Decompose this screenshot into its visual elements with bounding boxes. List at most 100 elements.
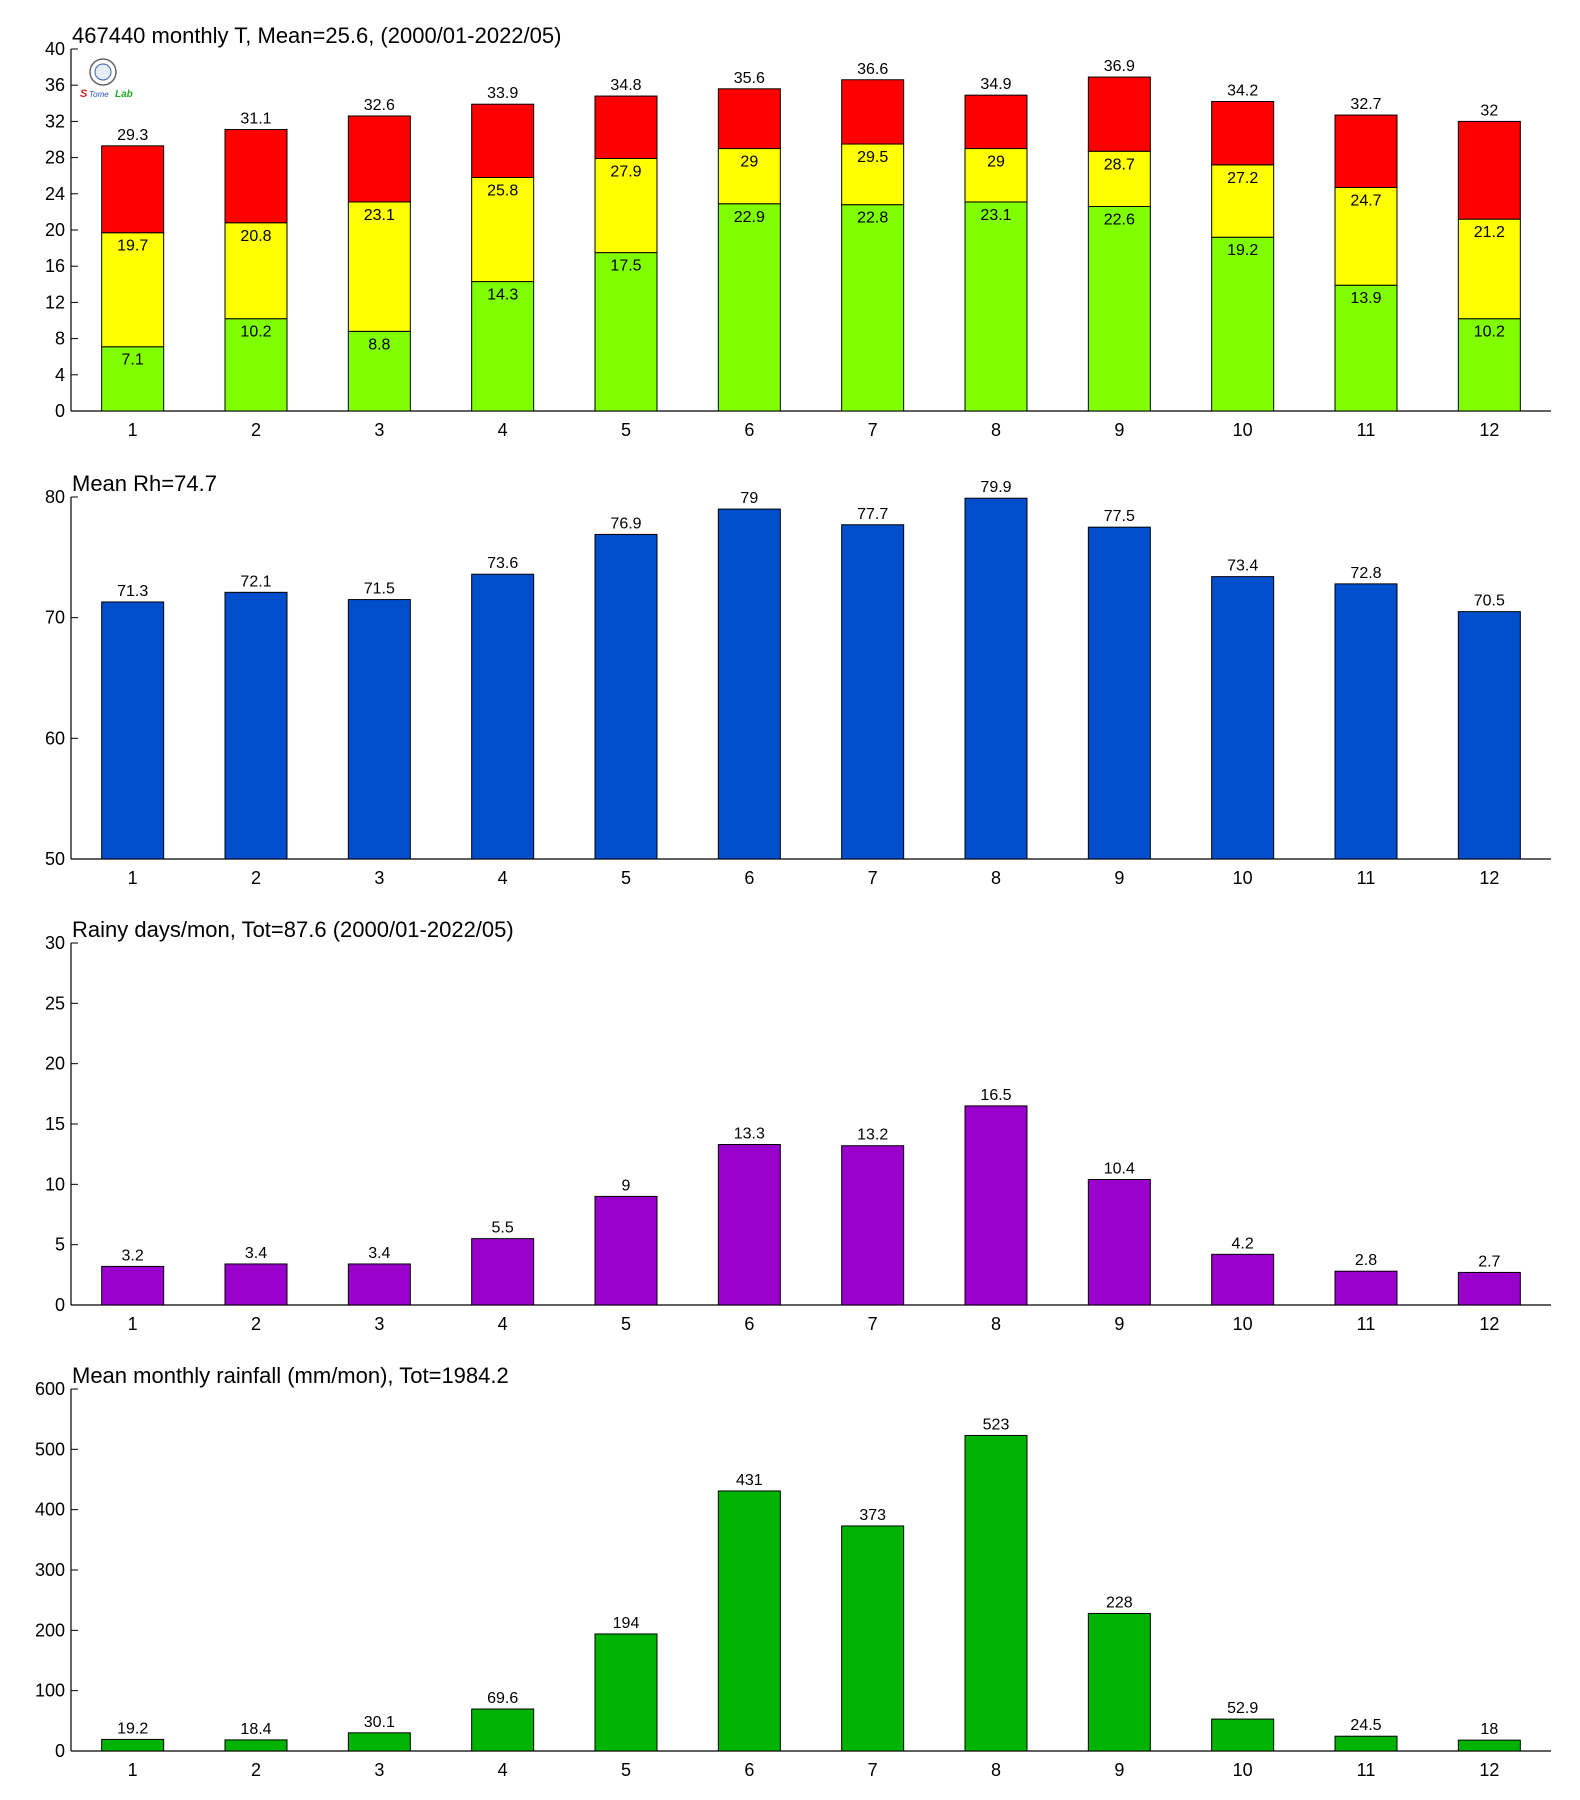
data-label: 2.7: [1478, 1253, 1500, 1270]
y-tick-label: 300: [35, 1560, 65, 1580]
y-tick-label: 10: [45, 1174, 65, 1194]
data-label: 373: [859, 1507, 886, 1524]
data-label: 13.3: [734, 1126, 765, 1143]
bar-segment-2: [101, 232, 165, 348]
data-label: 17.5: [610, 258, 641, 275]
x-tick-label: 1: [128, 1314, 138, 1334]
x-tick-label: 6: [744, 868, 754, 888]
bar: [471, 1238, 535, 1306]
data-label: 35.6: [734, 70, 765, 87]
bar-segment-3: [471, 103, 535, 179]
y-tick-label: 20: [45, 1054, 65, 1074]
data-label: 194: [613, 1615, 640, 1632]
bar-segment-2: [1211, 164, 1275, 238]
data-label: 2.8: [1355, 1252, 1377, 1269]
x-tick-label: 8: [991, 868, 1001, 888]
x-tick-label: 8: [991, 1314, 1001, 1334]
y-tick-label: 4: [55, 365, 65, 385]
data-label: 21.2: [1474, 224, 1505, 241]
bar-segment-3: [841, 79, 905, 145]
data-label: 13.2: [857, 1127, 888, 1144]
data-label: 228: [1106, 1594, 1133, 1611]
data-label: 19.2: [117, 1720, 148, 1737]
bar: [347, 1732, 411, 1752]
data-label: 27.2: [1227, 170, 1258, 187]
data-label: 24.7: [1350, 192, 1381, 209]
station-logo: S Tome Lab: [80, 58, 133, 100]
x-tick-label: 6: [744, 1314, 754, 1334]
data-label: 10.4: [1104, 1161, 1135, 1178]
data-label: 4.2: [1232, 1235, 1254, 1252]
data-label: 29: [740, 154, 758, 171]
data-label: 5.5: [492, 1220, 514, 1237]
data-label: 77.7: [857, 506, 888, 523]
y-tick-label: 600: [35, 1379, 65, 1399]
data-label: 36.6: [857, 61, 888, 78]
y-tick-label: 200: [35, 1620, 65, 1640]
bar: [1087, 526, 1151, 860]
bar: [717, 1490, 781, 1752]
bar-segment-1: [347, 330, 411, 412]
bar: [1457, 1739, 1521, 1752]
data-label: 79: [740, 490, 758, 507]
data-label: 52.9: [1227, 1700, 1258, 1717]
data-label: 29.3: [117, 127, 148, 144]
data-label: 73.4: [1227, 558, 1258, 575]
y-tick-label: 8: [55, 329, 65, 349]
data-label: 71.5: [364, 581, 395, 598]
bar: [471, 573, 535, 860]
data-label: 23.1: [364, 207, 395, 224]
bar-segment-1: [1211, 236, 1275, 412]
x-tick-label: 4: [498, 420, 508, 440]
data-label: 9: [622, 1177, 631, 1194]
bar-segment-2: [224, 222, 288, 320]
data-label: 34.8: [610, 77, 641, 94]
y-tick-label: 32: [45, 111, 65, 131]
bar: [347, 1263, 411, 1306]
x-tick-label: 3: [374, 420, 384, 440]
x-tick-label: 7: [868, 1760, 878, 1780]
data-label: 18.4: [240, 1721, 271, 1738]
x-tick-label: 12: [1479, 1314, 1499, 1334]
y-tick-label: 5: [55, 1235, 65, 1255]
x-tick-label: 8: [991, 420, 1001, 440]
data-label: 76.9: [610, 515, 641, 532]
x-tick-label: 10: [1233, 420, 1253, 440]
x-tick-label: 3: [374, 1760, 384, 1780]
bar: [841, 1145, 905, 1306]
data-label: 10.2: [1474, 324, 1505, 341]
bar: [101, 601, 165, 860]
chart-title: Rainy days/mon, Tot=87.6 (2000/01-2022/0…: [72, 917, 514, 942]
bar: [1211, 1718, 1275, 1752]
logo-mark-small: Tome: [89, 90, 109, 99]
chart-panel-1: 467440 monthly T, Mean=25.6, (2000/01-20…: [45, 23, 1551, 440]
logo-emblem-icon: [94, 63, 112, 81]
data-label: 18: [1480, 1721, 1498, 1738]
data-label: 24.5: [1350, 1717, 1381, 1734]
x-tick-label: 6: [744, 1760, 754, 1780]
bar: [841, 1525, 905, 1752]
data-label: 523: [983, 1416, 1010, 1433]
data-label: 71.3: [117, 583, 148, 600]
bar-segment-3: [1087, 76, 1151, 152]
data-label: 25.8: [487, 183, 518, 200]
x-tick-label: 5: [621, 420, 631, 440]
bar: [1457, 1271, 1521, 1306]
bar: [1211, 576, 1275, 860]
x-tick-label: 3: [374, 1314, 384, 1334]
bar-segment-3: [1457, 120, 1521, 220]
data-label: 22.8: [857, 210, 888, 227]
data-label: 29: [987, 154, 1005, 171]
bar: [1334, 583, 1398, 860]
bar: [841, 524, 905, 860]
bar-segment-1: [1457, 318, 1521, 412]
data-label: 22.6: [1104, 211, 1135, 228]
data-label: 29.5: [857, 149, 888, 166]
bar: [717, 508, 781, 860]
x-tick-label: 2: [251, 868, 261, 888]
data-label: 28.7: [1104, 156, 1135, 173]
y-tick-label: 25: [45, 993, 65, 1013]
x-tick-label: 12: [1479, 420, 1499, 440]
x-tick-label: 9: [1114, 1760, 1124, 1780]
